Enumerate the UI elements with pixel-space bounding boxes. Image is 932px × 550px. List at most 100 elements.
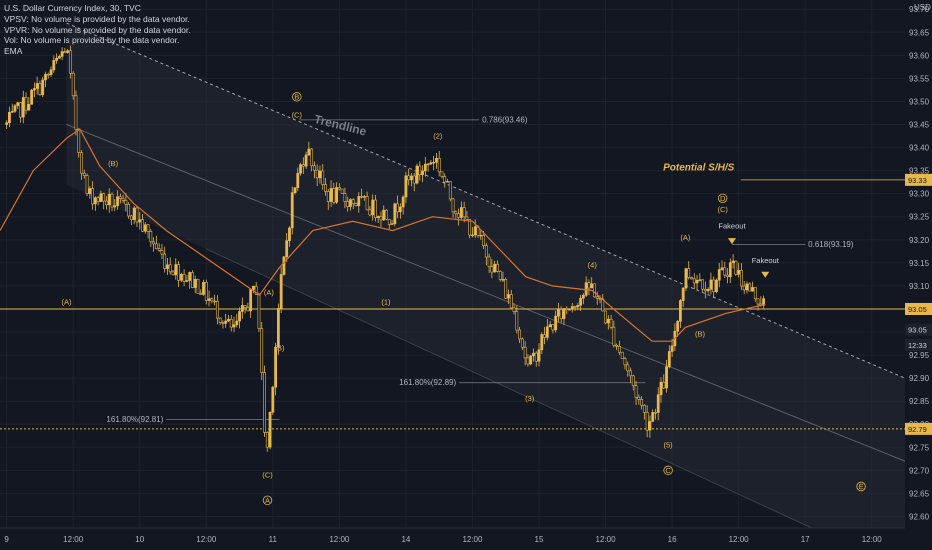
candle-body [82, 172, 86, 176]
candle-body [246, 307, 250, 312]
chart-legend: U.S. Dollar Currency Index, 30, TVC VPSV… [4, 3, 191, 57]
time-tick-label: 10 [135, 535, 144, 544]
candle-body [537, 349, 541, 362]
candle-body [285, 240, 289, 258]
candle-body [357, 196, 361, 207]
candle-body [30, 89, 34, 105]
candle-body [723, 267, 727, 276]
candle-body [310, 148, 314, 167]
price-tick-label: 93.45 [909, 121, 930, 130]
time-tick-label: 12:00 [729, 535, 750, 544]
candle-body [249, 289, 253, 312]
candle-body [102, 193, 106, 202]
candle-body [171, 271, 175, 276]
candle-body [152, 241, 156, 245]
indicator-vpsv[interactable]: VPSV: No volume is provided by the data … [4, 13, 190, 24]
candle-body [526, 357, 530, 365]
candle-body [168, 264, 172, 273]
wave-label: (A) [62, 297, 73, 306]
candle-body [199, 293, 203, 295]
indicator-vol[interactable]: Vol: No volume is provided by the data v… [4, 35, 180, 46]
candle-body [446, 181, 449, 183]
fib-label: 161.80%(92.89) [399, 378, 456, 387]
candle-body [149, 231, 153, 243]
candle-body [701, 279, 704, 290]
candle-body [44, 74, 47, 81]
candle-body [698, 279, 702, 281]
candle-body [501, 279, 505, 281]
candle-body [282, 256, 286, 275]
candle-body [63, 51, 67, 53]
candle-body [401, 196, 405, 208]
candle-body [188, 272, 192, 281]
time-axis[interactable]: 9 12:00 10 12:00 11 12:00 14 12:00 15 12:00 16 12:0… [0, 527, 932, 550]
wave-label: (C) [292, 111, 303, 120]
candle-body [629, 370, 632, 377]
fib-label: 0.618(93.19) [808, 240, 854, 249]
candle-body [74, 95, 78, 131]
candle-body [326, 191, 330, 202]
wave-label: (B) [695, 330, 706, 339]
candle-body [504, 279, 508, 299]
candle-body [462, 207, 466, 218]
candle-body [454, 211, 458, 215]
candle-body [562, 308, 566, 319]
symbol-title[interactable]: U.S. Dollar Currency Index, 30, TVC [4, 3, 141, 13]
candle-body [426, 163, 430, 166]
wave-label: (B) [274, 343, 285, 352]
candle-body [218, 317, 222, 323]
candle-body [299, 164, 302, 174]
fib-label: 0.786(93.46) [482, 115, 528, 124]
wave-circle [262, 495, 273, 506]
time-tick-label: 11 [269, 535, 278, 544]
candle-body [52, 60, 56, 71]
candle-body [265, 432, 269, 448]
price-tick-label: 92.90 [909, 374, 930, 383]
ema-line [0, 128, 766, 342]
candle-body [143, 224, 147, 232]
candle-body [202, 282, 205, 295]
candle-body [554, 315, 558, 331]
candle-body [618, 345, 621, 353]
indicator-vpvr[interactable]: VPVR: No volume is provided by the data … [4, 24, 191, 35]
candle-body [124, 200, 128, 205]
candle-body [656, 394, 660, 413]
candle-body [423, 163, 427, 172]
candle-body [551, 324, 555, 331]
candle-body [509, 294, 513, 309]
candle-body [93, 197, 97, 205]
candle-body [60, 51, 64, 57]
candle-body [182, 273, 186, 282]
candle-body [648, 421, 652, 431]
price-tag [905, 323, 932, 336]
candle-body [487, 256, 491, 267]
candle-body [751, 287, 754, 292]
candle-body [313, 165, 316, 171]
fakeout-marker [761, 271, 770, 278]
candle-body [662, 381, 666, 389]
candle-body [576, 304, 580, 308]
candle-body [410, 175, 413, 181]
candles [5, 45, 765, 452]
price-tag [905, 422, 932, 435]
time-tick-label: 12:00 [196, 535, 217, 544]
candle-body [49, 69, 53, 75]
candle-body [71, 72, 75, 97]
candle-body [756, 298, 760, 305]
wave-circle-label: D [720, 194, 726, 203]
candle-body [534, 352, 538, 362]
candle-body [681, 287, 685, 301]
candle-body [568, 309, 571, 311]
candle-body [130, 215, 133, 220]
time-tick-label: 12:00 [63, 535, 84, 544]
pattern-title: Potential S/H/S [663, 163, 734, 174]
ema-series [0, 128, 766, 342]
price-tick-label: 93.20 [909, 236, 930, 245]
indicator-ema[interactable]: EMA [4, 46, 23, 57]
wave-circle [663, 465, 673, 476]
candle-body [523, 346, 527, 359]
candle-body [587, 282, 591, 289]
price-tag-label: 93.05 [908, 326, 927, 335]
